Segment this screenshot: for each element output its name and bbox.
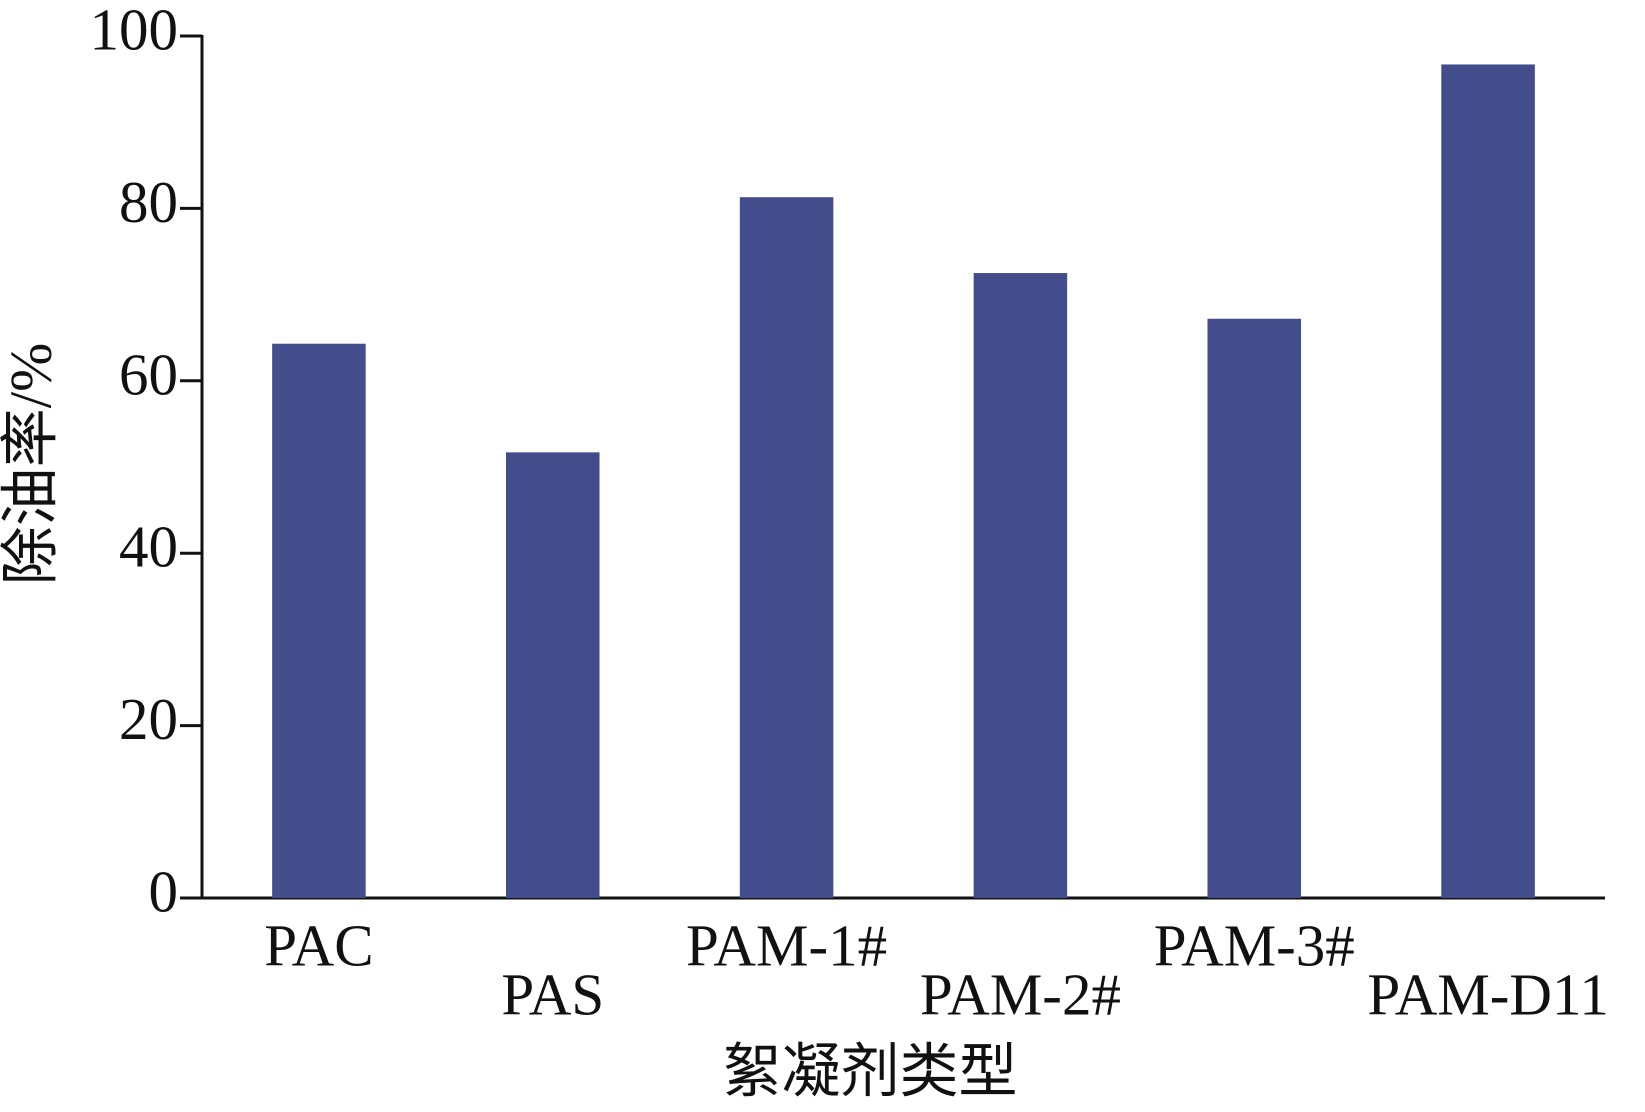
x-axis-label: 絮凝剂类型 (722, 1039, 1017, 1105)
x-tick-label: PAM-D11 (1367, 962, 1609, 1028)
x-tick-label: PAS (501, 962, 604, 1028)
bar (1441, 64, 1535, 899)
y-tick-label: 0 (149, 859, 179, 925)
bar (272, 343, 366, 898)
bar (973, 273, 1068, 898)
x-tick-label: PAM-3# (1154, 913, 1355, 979)
bar (739, 197, 834, 899)
x-tick-label: PAM-1# (686, 913, 887, 979)
bar (1207, 318, 1302, 899)
y-tick-label: 60 (119, 341, 178, 407)
bar (505, 452, 600, 898)
y-tick-label: 100 (90, 0, 179, 63)
y-tick-label: 80 (119, 169, 178, 235)
y-tick-label: 20 (119, 686, 178, 752)
y-axis-label: 除油率/% (0, 343, 64, 586)
x-tick-label: PAM-2# (920, 962, 1121, 1028)
x-tick-label: PAC (264, 913, 373, 979)
y-tick-label: 40 (119, 514, 178, 580)
